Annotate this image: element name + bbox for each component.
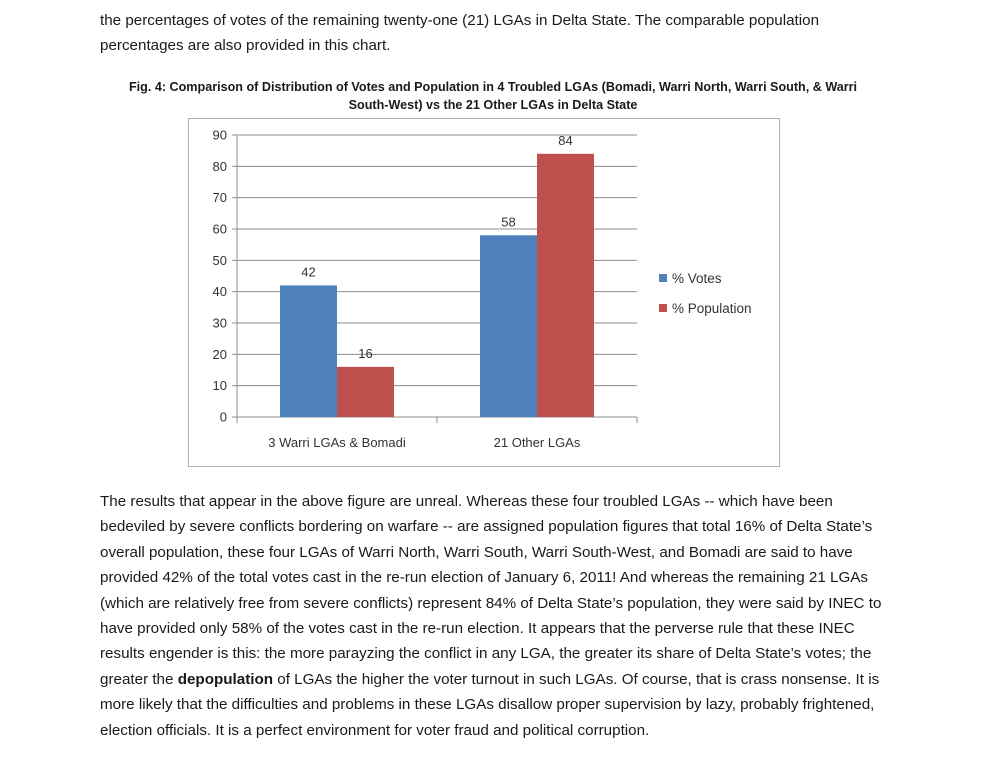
chart-frame: 0 10 20 30 40 50 60 70 80 90 3 Warri LGAs & Bomadi…	[188, 118, 780, 467]
y-tick-label: 90	[213, 128, 227, 143]
data-label: 42	[301, 264, 315, 279]
bar	[337, 366, 394, 417]
legend-label: % Votes	[672, 271, 722, 286]
y-tick-label: 30	[213, 316, 227, 331]
data-label: 16	[358, 346, 372, 361]
body-text-part1: The results that appear in the above fig…	[100, 493, 882, 688]
legend-label: % Population	[672, 301, 752, 316]
legend-swatch	[659, 304, 667, 312]
x-tick-label: 21 Other LGAs	[494, 435, 581, 450]
data-label: 58	[501, 214, 515, 229]
y-tick-label: 0	[220, 410, 227, 425]
bar	[537, 153, 594, 418]
y-tick-label: 40	[213, 284, 227, 299]
legend-swatch	[659, 274, 667, 282]
bar	[480, 235, 537, 417]
body-text-part2: of LGAs the higher the voter turnout in …	[100, 670, 880, 739]
bar-chart: 0 10 20 30 40 50 60 70 80 90 3 Warri LGAs & Bomadi…	[213, 128, 752, 451]
figure-caption: Fig. 4: Comparison of Distribution of Vo…	[128, 80, 858, 112]
body-bold-word: depopulation	[177, 670, 274, 688]
y-tick-label: 60	[213, 222, 227, 237]
y-tick-label: 10	[213, 378, 227, 393]
body-paragraph: The results that appear in the above fig…	[100, 489, 890, 743]
data-label: 84	[558, 133, 572, 148]
y-tick-label: 50	[213, 253, 227, 268]
y-tick-label: 70	[213, 190, 227, 205]
y-tick-label: 20	[213, 347, 227, 362]
bar	[280, 285, 337, 417]
x-tick-label: 3 Warri LGAs & Bomadi	[268, 435, 406, 450]
intro-paragraph: the percentages of votes of the remainin…	[100, 12, 820, 54]
y-tick-label: 80	[213, 159, 227, 174]
